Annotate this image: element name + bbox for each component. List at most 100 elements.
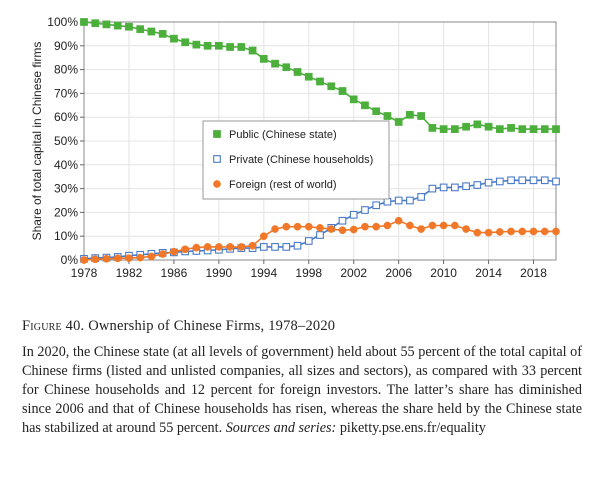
data-point-private: [552, 177, 560, 186]
data-point-foreign: [495, 228, 504, 236]
legend-label-foreign: Foreign (rest of world): [229, 179, 337, 191]
y-tick-label: 70%: [54, 86, 78, 100]
data-point-private: [473, 181, 482, 189]
figure-label: Figure: [22, 318, 62, 334]
legend-label-private: Private (Chinese households): [229, 154, 373, 166]
data-point-foreign: [372, 222, 381, 231]
data-point-private: [507, 176, 515, 185]
data-point-public: [484, 122, 493, 131]
data-point-public: [226, 43, 234, 51]
data-point-foreign: [125, 254, 133, 262]
data-point-foreign: [529, 227, 538, 236]
data-point-public: [113, 21, 122, 30]
x-tick-label: 1990: [206, 266, 233, 280]
data-point-foreign: [462, 225, 470, 233]
figure-title-text: Ownership of Chinese Firms, 1978–2020: [88, 318, 336, 334]
sources-url[interactable]: piketty.pse.ens.fr/equality: [339, 420, 486, 436]
y-tick-label: 30%: [54, 182, 78, 196]
data-point-public: [170, 34, 178, 43]
figure-title: Figure 40. Ownership of Chinese Firms, 1…: [22, 318, 582, 335]
data-point-private: [529, 176, 538, 185]
data-point-foreign: [271, 225, 279, 233]
data-point-public: [293, 68, 302, 76]
series-foreign: [80, 216, 560, 264]
data-point-public: [451, 125, 459, 133]
x-tick-label: 1998: [295, 266, 322, 280]
data-point-foreign: [136, 253, 145, 262]
data-point-foreign: [439, 221, 448, 230]
data-point-private: [349, 210, 358, 219]
data-point-foreign: [383, 221, 392, 230]
x-tick-label: 2002: [340, 266, 367, 280]
data-point-private: [439, 183, 448, 192]
data-point-public: [181, 38, 189, 47]
data-point-public: [462, 122, 470, 131]
data-point-private: [484, 178, 493, 187]
data-point-foreign: [215, 243, 223, 251]
data-point-public: [518, 125, 527, 133]
data-point-foreign: [327, 225, 336, 233]
data-point-public: [237, 43, 246, 51]
sources-label: Sources and series:: [225, 420, 337, 436]
y-tick-label: 0%: [61, 253, 79, 267]
data-point-public: [473, 120, 482, 129]
data-point-private: [271, 243, 279, 251]
data-point-private: [372, 201, 381, 210]
data-point-public: [394, 118, 403, 126]
data-point-public: [495, 125, 504, 133]
legend-marker-private: [213, 155, 221, 163]
series-public: [80, 18, 560, 133]
data-point-foreign: [158, 250, 167, 258]
data-point-private: [540, 176, 549, 185]
y-tick-label: 50%: [54, 134, 78, 148]
data-point-private: [316, 231, 324, 239]
series-layer: [80, 18, 560, 264]
data-point-foreign: [394, 216, 403, 225]
data-point-foreign: [540, 227, 549, 236]
ownership-chart: 0%10%20%30%40%50%60%70%80%90%100% 1978 19…: [30, 15, 560, 280]
data-point-public: [361, 101, 369, 110]
legend-label-public: Public (Chinese state): [229, 129, 337, 141]
y-tick-label: 10%: [54, 229, 78, 243]
data-point-foreign: [518, 227, 527, 236]
legend-marker-foreign: [213, 180, 221, 188]
x-tick-label: 2010: [430, 266, 457, 280]
data-point-public: [349, 95, 358, 104]
data-point-public: [439, 125, 448, 133]
data-point-public: [552, 125, 560, 133]
y-tick-label: 80%: [54, 63, 78, 77]
data-point-public: [417, 112, 425, 120]
data-point-foreign: [349, 225, 358, 234]
data-point-public: [248, 46, 257, 55]
x-axis: 1978 1982 1986 1990 1994 1998 2002 2006 2010 2014…: [71, 260, 547, 280]
data-point-foreign: [80, 256, 88, 264]
data-point-private: [417, 193, 425, 201]
data-point-foreign: [473, 228, 482, 237]
data-point-public: [383, 112, 392, 120]
data-point-foreign: [113, 254, 122, 263]
data-point-foreign: [282, 222, 291, 231]
y-axis-label: Share of total capital in Chinese firms: [30, 42, 44, 241]
data-point-foreign: [417, 225, 425, 233]
data-point-foreign: [248, 241, 257, 250]
x-tick-label: 1982: [116, 266, 143, 280]
data-point-public: [259, 55, 268, 63]
data-point-foreign: [338, 226, 347, 235]
data-point-public: [316, 77, 324, 86]
data-point-private: [428, 184, 437, 193]
data-point-public: [192, 40, 201, 49]
y-tick-label: 60%: [54, 110, 78, 124]
data-point-public: [327, 82, 336, 91]
data-point-public: [540, 125, 549, 133]
data-point-public: [338, 87, 347, 95]
data-point-foreign: [428, 221, 437, 230]
data-point-foreign: [507, 227, 515, 236]
data-point-foreign: [226, 243, 234, 251]
data-point-public: [529, 125, 538, 133]
data-point-foreign: [170, 247, 178, 256]
data-point-private: [361, 206, 369, 214]
series-line-public: [83, 21, 556, 130]
data-point-private: [462, 182, 470, 191]
data-point-foreign: [102, 254, 111, 263]
figure-caption: Figure 40. Ownership of Chinese Firms, 1…: [22, 318, 582, 438]
